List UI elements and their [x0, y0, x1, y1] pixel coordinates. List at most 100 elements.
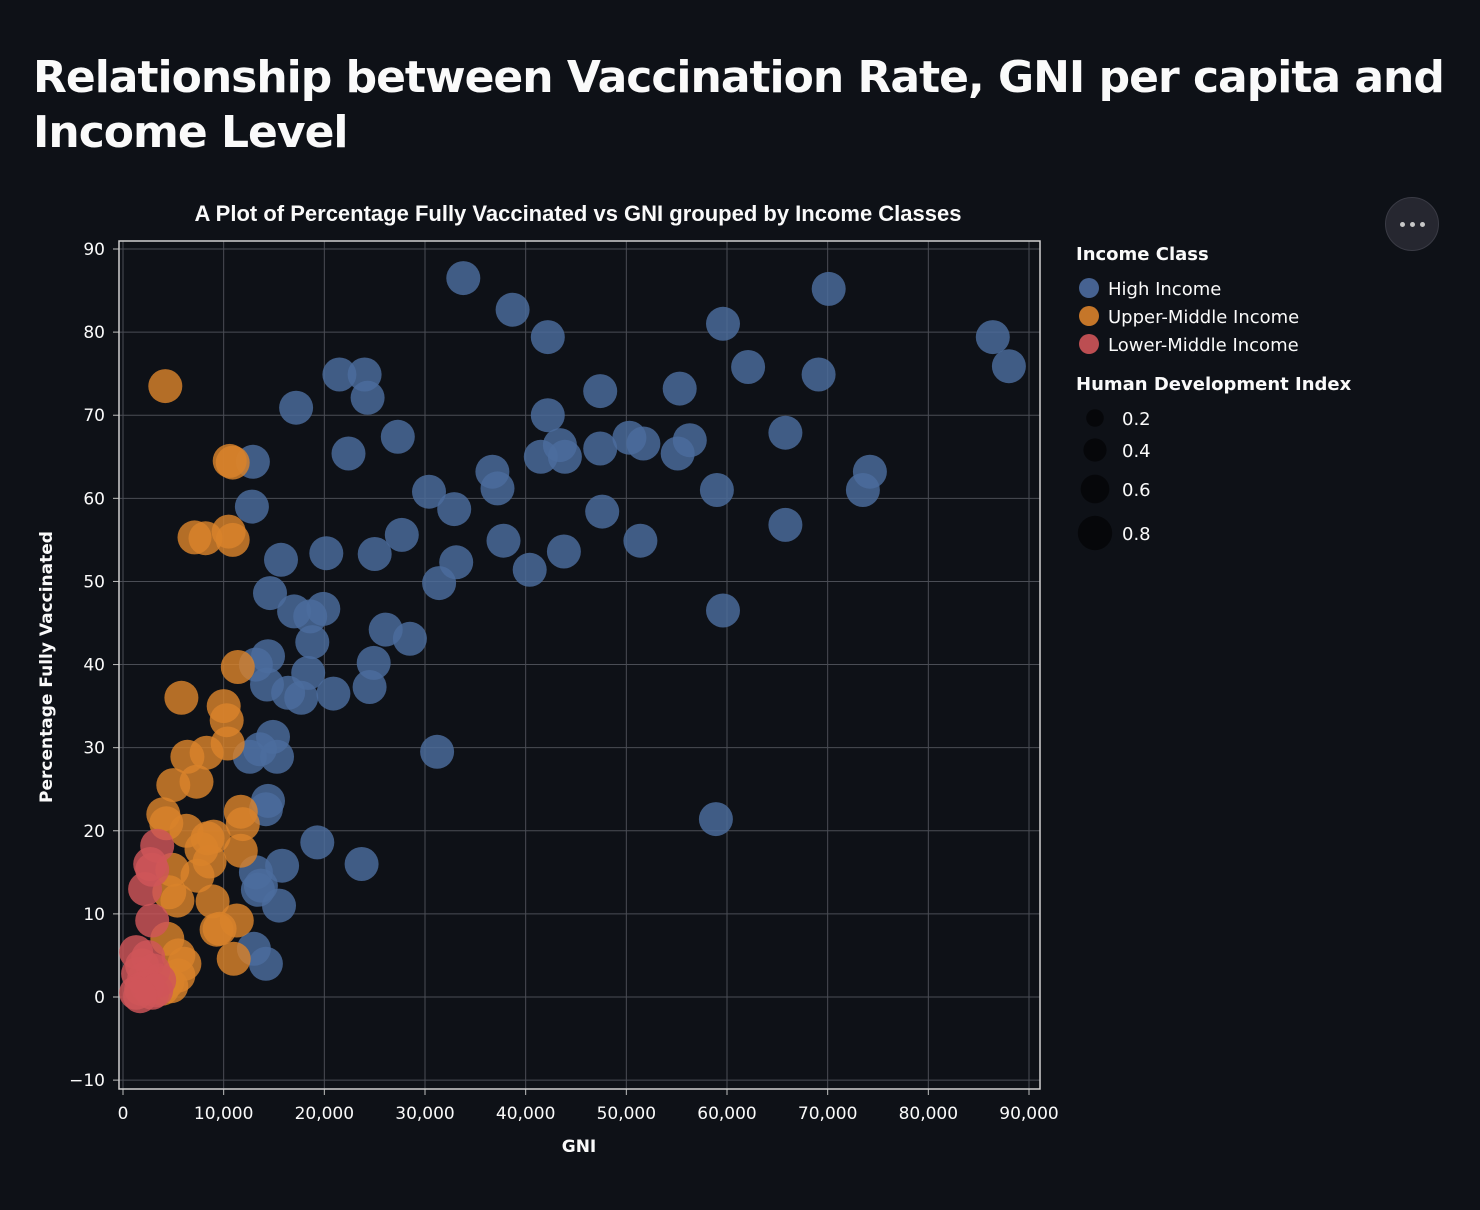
data-point — [248, 946, 283, 981]
data-point — [215, 522, 250, 557]
data-point — [264, 542, 298, 577]
size-swatch — [1080, 474, 1110, 504]
y-tick-label: 30 — [83, 739, 105, 759]
x-tick-label: 60,000 — [697, 1104, 756, 1124]
data-point — [530, 398, 565, 433]
data-point — [195, 884, 230, 919]
y-axis-title: Percentage Fully Vaccinated — [37, 531, 57, 803]
color-legend-title: Income Class — [1076, 244, 1209, 265]
data-point — [495, 292, 530, 327]
y-tick-label: 80 — [83, 323, 105, 343]
data-point — [731, 350, 766, 384]
legend: Income Class High Income Upper-Middle Inco… — [1076, 244, 1352, 551]
data-point — [316, 676, 351, 711]
x-axis-title: GNI — [562, 1137, 597, 1157]
size-swatch — [1083, 438, 1107, 462]
data-point — [662, 371, 697, 406]
x-tick-label: 40,000 — [496, 1104, 555, 1124]
data-point — [801, 357, 836, 392]
data-point — [309, 536, 344, 571]
size-legend-title: Human Development Index — [1076, 374, 1352, 395]
data-point — [380, 419, 415, 454]
data-point — [412, 474, 446, 509]
plot-frame — [118, 240, 1041, 1090]
legend-label: Lower-Middle Income — [1108, 335, 1299, 356]
x-tick-label: 30,000 — [395, 1104, 454, 1124]
y-tick-label: 40 — [83, 656, 105, 676]
x-tick-label: 20,000 — [295, 1104, 354, 1124]
size-swatch — [1077, 515, 1113, 551]
y-tick-label: 60 — [83, 489, 105, 509]
data-point — [352, 670, 387, 704]
y-tick-label: −10 — [69, 1071, 105, 1091]
data-point — [180, 858, 215, 893]
data-point — [991, 349, 1026, 384]
data-point — [422, 566, 457, 601]
data-point — [623, 523, 658, 558]
data-point — [512, 552, 547, 587]
y-tick-label: 10 — [83, 905, 105, 925]
series-lower-middle-income — [119, 828, 177, 1014]
data-point — [225, 807, 260, 842]
data-point — [123, 979, 158, 1014]
chart-title: A Plot of Percentage Fully Vaccinated vs… — [195, 201, 962, 226]
data-point — [585, 494, 620, 529]
data-point — [350, 380, 385, 415]
data-point — [392, 621, 427, 656]
data-point — [265, 848, 300, 883]
x-tick-label: 70,000 — [798, 1104, 857, 1124]
data-point — [845, 473, 880, 507]
data-point — [284, 680, 319, 715]
legend-label: High Income — [1108, 279, 1221, 300]
data-point — [486, 523, 521, 558]
data-point — [164, 680, 199, 715]
y-tick-label: 70 — [83, 406, 105, 426]
x-tick-label: 80,000 — [899, 1104, 958, 1124]
size-legend-label: 0.4 — [1122, 441, 1151, 462]
data-point — [811, 271, 846, 306]
legend-swatch — [1079, 278, 1099, 298]
data-point — [768, 507, 803, 542]
legend-label: Upper-Middle Income — [1108, 307, 1299, 328]
data-point — [219, 903, 254, 938]
data-point — [215, 445, 250, 480]
chart-menu-button[interactable] — [1385, 197, 1439, 251]
data-point — [768, 415, 803, 450]
x-tick-label: 90,000 — [999, 1104, 1058, 1124]
y-tick-label: 50 — [83, 572, 105, 592]
axes: 0 10,000 20,000 30,000 40,000 50,000 60,000 70,… — [69, 240, 1059, 1124]
data-point — [706, 593, 740, 628]
data-point — [583, 431, 618, 466]
legend-swatch — [1079, 334, 1099, 354]
data-point — [480, 471, 515, 506]
data-point — [179, 764, 214, 799]
more-horizontal-icon — [1399, 221, 1425, 227]
y-tick-label: 0 — [94, 988, 105, 1008]
data-point — [148, 369, 183, 404]
page-title: Relationship between Vaccination Rate, G… — [33, 52, 1445, 158]
data-point — [523, 439, 558, 474]
data-point — [295, 625, 330, 660]
series-high-income — [232, 261, 1026, 981]
data-point — [262, 888, 296, 923]
data-point — [384, 517, 419, 552]
data-point — [706, 306, 740, 341]
data-point — [344, 847, 379, 881]
data-point — [128, 872, 163, 906]
legend-swatch — [1079, 306, 1099, 326]
data-point — [322, 357, 357, 392]
data-point — [975, 320, 1010, 355]
data-point — [626, 426, 661, 461]
data-point — [698, 802, 733, 837]
data-point — [530, 320, 565, 355]
data-point — [437, 492, 472, 527]
size-legend-label: 0.6 — [1122, 480, 1151, 501]
size-swatch — [1086, 409, 1104, 427]
data-point — [189, 735, 224, 770]
y-tick-label: 90 — [83, 240, 105, 260]
data-point — [300, 825, 335, 860]
data-point — [357, 537, 392, 571]
data-point — [220, 650, 255, 684]
